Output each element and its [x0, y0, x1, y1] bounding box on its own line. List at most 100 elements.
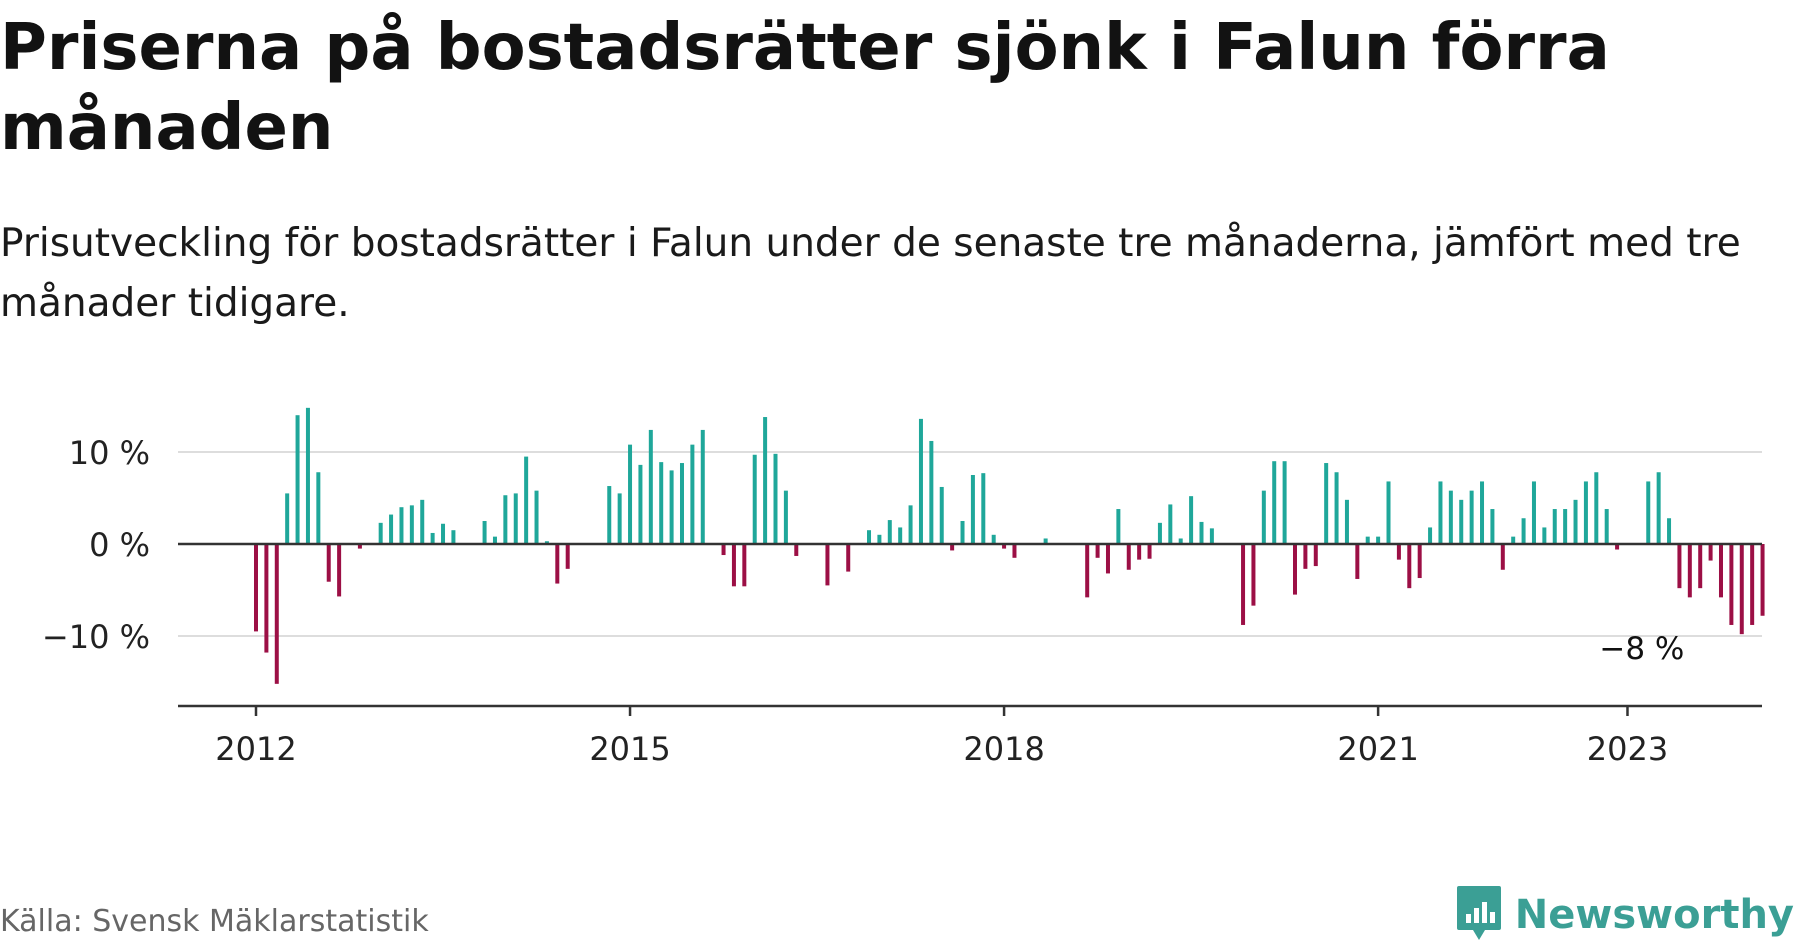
- bar: [1687, 544, 1692, 598]
- bar: [1168, 504, 1173, 544]
- bar: [1137, 544, 1142, 560]
- bar: [1303, 544, 1308, 569]
- bar: [1615, 544, 1620, 550]
- bar: [1282, 461, 1287, 544]
- bar: [482, 521, 487, 544]
- bar: [669, 470, 674, 544]
- bar: [1490, 509, 1495, 544]
- bar: [908, 505, 913, 544]
- bars: [254, 407, 1765, 684]
- bar: [763, 417, 768, 544]
- bar: [441, 523, 446, 544]
- bar: [295, 415, 300, 544]
- bar: [409, 505, 414, 544]
- bar: [1407, 544, 1412, 589]
- bar: [939, 486, 944, 544]
- bar: [731, 544, 736, 587]
- bar: [1043, 538, 1048, 544]
- bar: [1604, 509, 1609, 544]
- bar: [628, 444, 633, 544]
- bar: [1396, 544, 1401, 560]
- bar: [254, 544, 258, 632]
- bar: [274, 544, 279, 684]
- x-tick-label: 2023: [1587, 730, 1668, 768]
- bar: [399, 507, 404, 544]
- bar: [950, 544, 955, 551]
- bar: [1002, 544, 1007, 549]
- bar: [1667, 518, 1672, 544]
- y-tick-label: 0 %: [89, 526, 150, 564]
- bar: [1552, 509, 1557, 544]
- bar: [1012, 544, 1017, 558]
- x-tick-label: 2012: [215, 730, 296, 768]
- bar: [326, 544, 331, 582]
- bar: [1594, 472, 1599, 544]
- bar: [285, 493, 290, 544]
- bar: [607, 486, 612, 544]
- bar: [534, 490, 539, 544]
- bar: [1085, 544, 1090, 598]
- bar: [565, 544, 570, 569]
- source-note: Källa: Svensk Mäklarstatistik: [0, 904, 429, 939]
- bar: [1750, 544, 1755, 625]
- x-tick-label: 2015: [589, 730, 670, 768]
- bar: [929, 440, 934, 544]
- bar: [617, 493, 622, 544]
- bar: [337, 544, 342, 597]
- bar: [1656, 472, 1661, 544]
- bar: [1718, 544, 1723, 598]
- bar: [659, 462, 664, 544]
- bar: [316, 472, 321, 544]
- bar: [960, 521, 965, 544]
- bar: [1729, 544, 1734, 625]
- brand-name: Newsworthy: [1514, 892, 1794, 938]
- bar: [887, 520, 892, 544]
- bar: [305, 407, 310, 544]
- bar: [1126, 544, 1131, 570]
- bar: [357, 544, 362, 549]
- bar: [1189, 496, 1194, 544]
- bar: [1480, 481, 1485, 544]
- bar: [1386, 481, 1391, 544]
- bar: [867, 530, 872, 544]
- y-grid: [178, 451, 1762, 637]
- bar: [1417, 544, 1422, 579]
- bar: [1521, 518, 1526, 544]
- bar: [503, 495, 508, 544]
- bar: [378, 522, 383, 544]
- bar: [1739, 544, 1744, 635]
- bar: [1313, 544, 1318, 567]
- bar: [1459, 499, 1464, 544]
- bar: [1376, 536, 1381, 544]
- bar: [1448, 490, 1453, 544]
- bar: [1563, 509, 1568, 544]
- chart-subtitle: Prisutveckling för bostadsrätter i Falun…: [0, 221, 1741, 326]
- bar: [1334, 472, 1339, 544]
- bar: [1583, 481, 1588, 544]
- y-tick-label: 10 %: [69, 434, 150, 472]
- bar: [742, 544, 747, 587]
- axes: [178, 542, 1762, 708]
- bar: [1365, 536, 1370, 544]
- bar: [1261, 490, 1266, 544]
- bar-chart: 10 % 0 % −10 % 2012 2015 2018 2021 2023 −8 %: [42, 407, 1765, 768]
- bar: [389, 514, 394, 544]
- bar: [1105, 544, 1110, 574]
- bar: [492, 536, 497, 544]
- bar: [1573, 499, 1578, 544]
- bar: [524, 456, 529, 544]
- bar: [1511, 536, 1516, 544]
- bar: [264, 544, 269, 653]
- bar: [1116, 509, 1121, 544]
- brand-logo[interactable]: Newsworthy: [1455, 884, 1794, 946]
- bar: [783, 490, 788, 544]
- bar: [1355, 544, 1360, 579]
- bar: [1199, 521, 1204, 544]
- chart-title: Priserna på bostadsrätter sjönk i Falun …: [0, 11, 1610, 165]
- bar: [679, 463, 684, 544]
- bar: [1209, 528, 1214, 544]
- bar: [700, 429, 705, 544]
- bar: [430, 532, 435, 544]
- bar: [1095, 544, 1100, 558]
- y-tick-label: −10 %: [42, 618, 150, 656]
